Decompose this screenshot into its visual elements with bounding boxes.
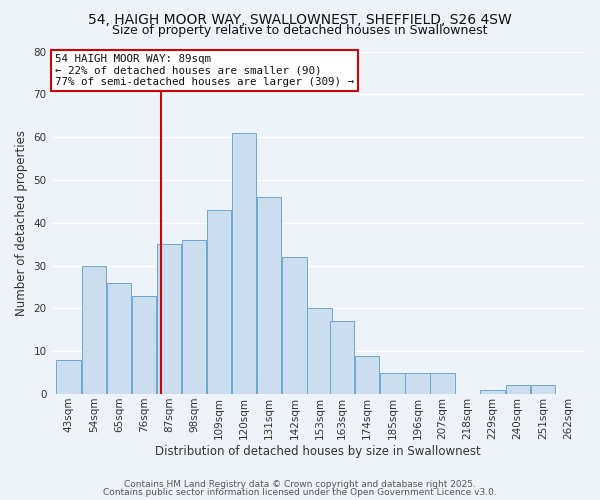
Bar [355, 356, 379, 394]
Text: Contains public sector information licensed under the Open Government Licence v3: Contains public sector information licen… [103, 488, 497, 497]
Bar [182, 240, 206, 394]
Bar [430, 372, 455, 394]
Bar [82, 266, 106, 394]
Bar [207, 210, 231, 394]
Bar [232, 133, 256, 394]
Y-axis label: Number of detached properties: Number of detached properties [15, 130, 28, 316]
Bar [107, 282, 131, 394]
Bar [330, 322, 355, 394]
Bar [157, 244, 181, 394]
Bar [405, 372, 430, 394]
X-axis label: Distribution of detached houses by size in Swallownest: Distribution of detached houses by size … [155, 444, 481, 458]
Bar [257, 197, 281, 394]
Bar [56, 360, 81, 394]
Bar [481, 390, 505, 394]
Text: Contains HM Land Registry data © Crown copyright and database right 2025.: Contains HM Land Registry data © Crown c… [124, 480, 476, 489]
Bar [131, 296, 156, 394]
Text: 54 HAIGH MOOR WAY: 89sqm
← 22% of detached houses are smaller (90)
77% of semi-d: 54 HAIGH MOOR WAY: 89sqm ← 22% of detach… [55, 54, 354, 87]
Bar [506, 386, 530, 394]
Text: Size of property relative to detached houses in Swallownest: Size of property relative to detached ho… [112, 24, 488, 37]
Bar [530, 386, 555, 394]
Bar [307, 308, 332, 394]
Bar [380, 372, 404, 394]
Bar [282, 257, 307, 394]
Text: 54, HAIGH MOOR WAY, SWALLOWNEST, SHEFFIELD, S26 4SW: 54, HAIGH MOOR WAY, SWALLOWNEST, SHEFFIE… [88, 12, 512, 26]
